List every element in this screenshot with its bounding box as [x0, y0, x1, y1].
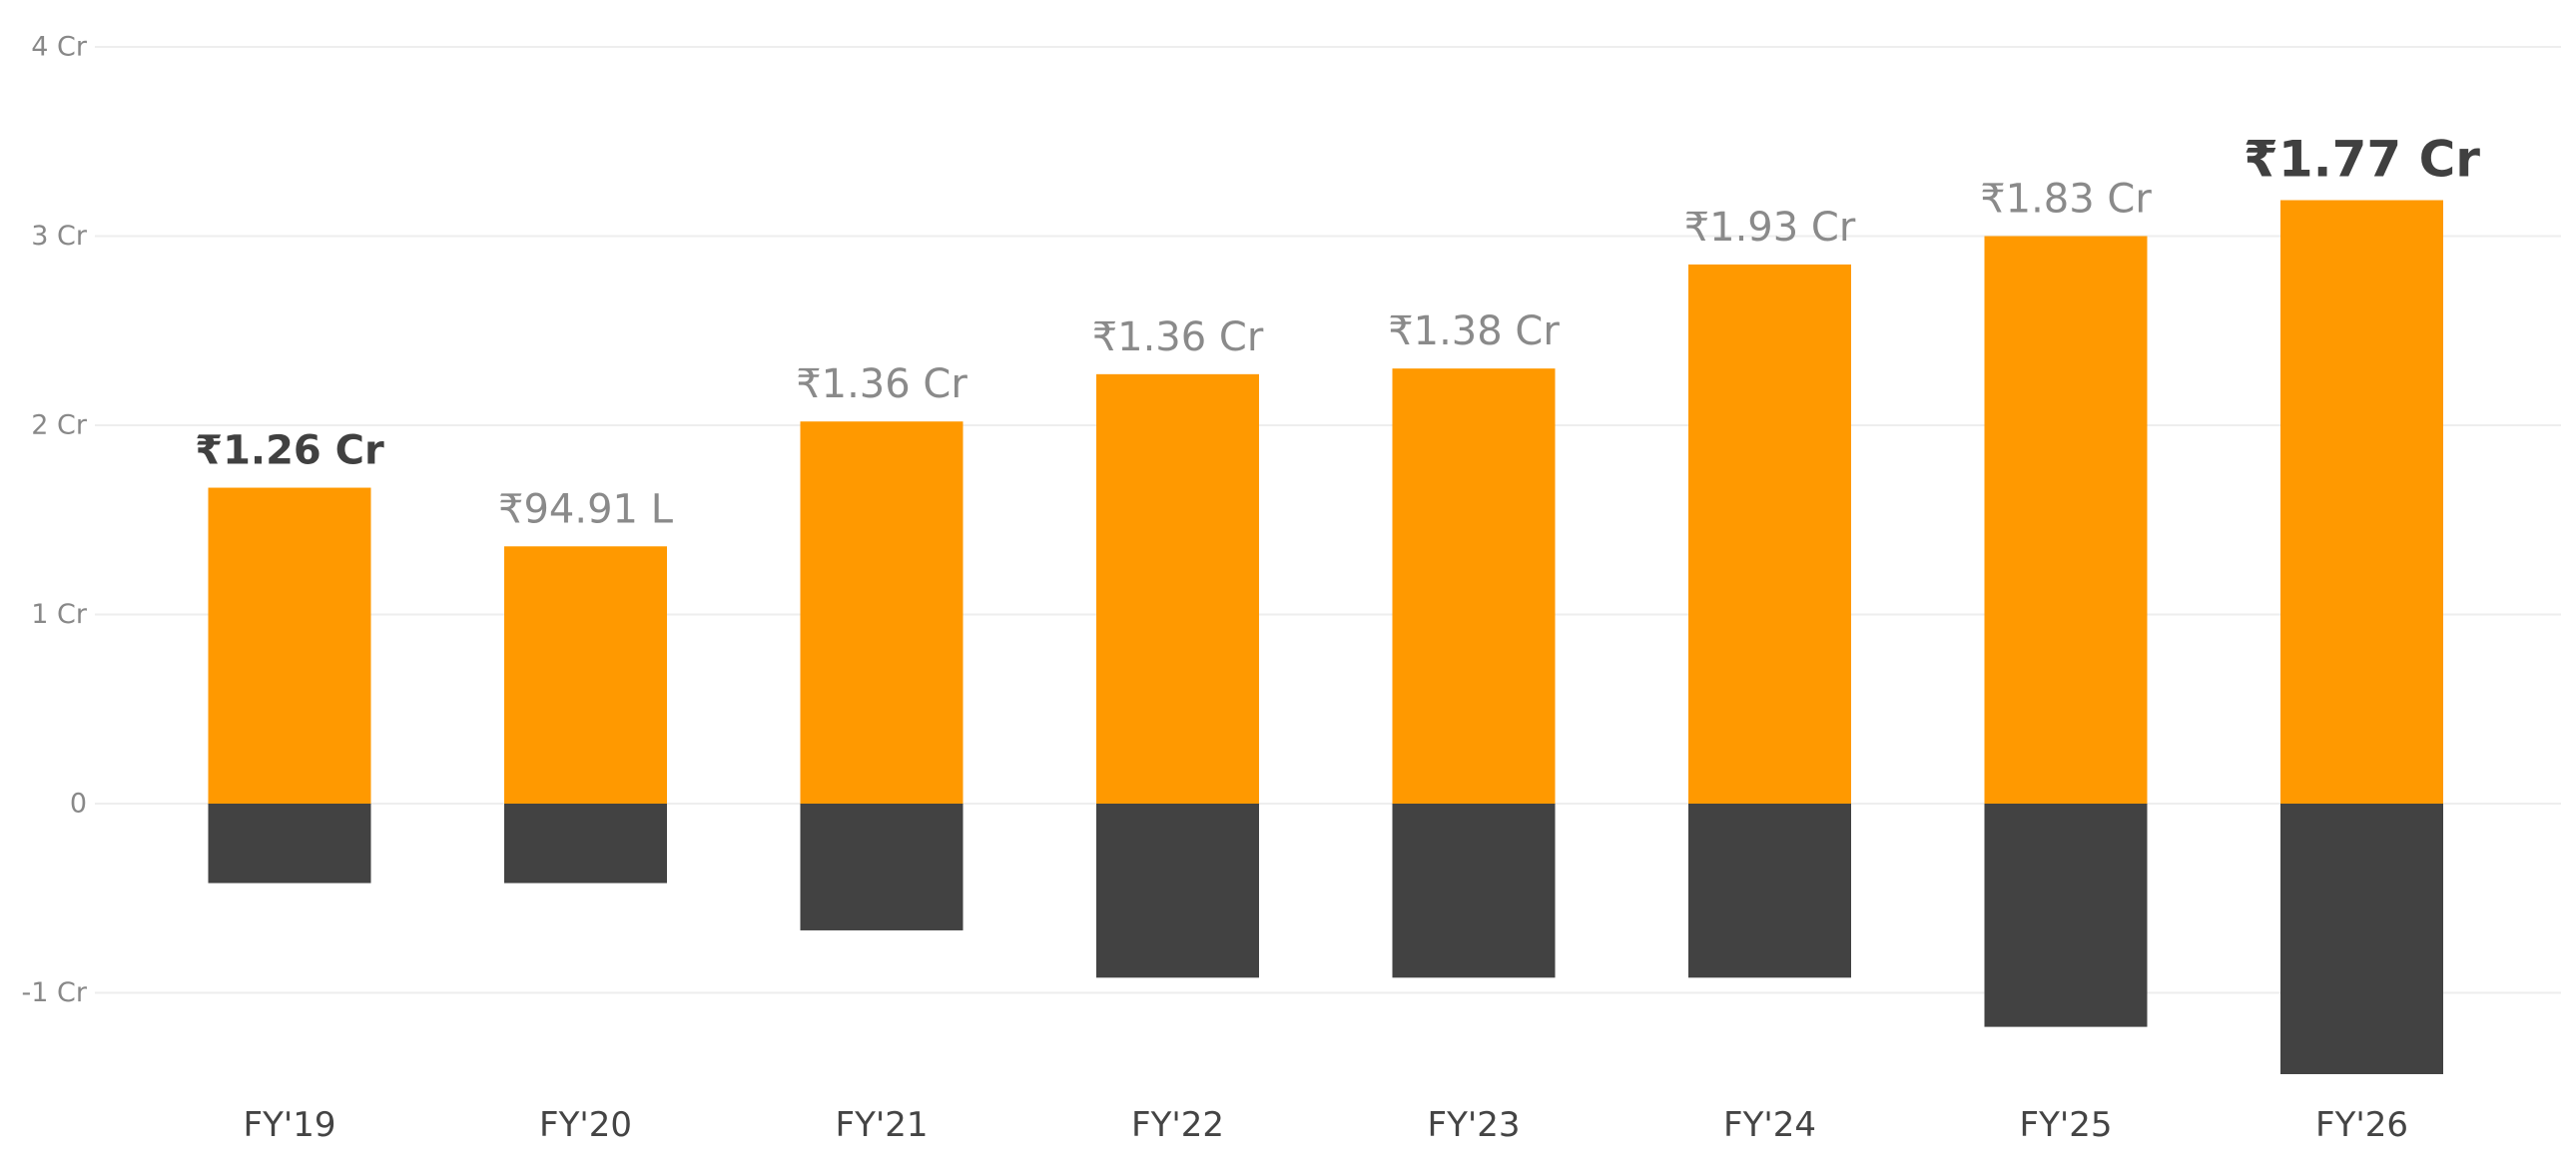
x-tick-label: FY'26 — [2315, 1105, 2408, 1145]
grid-layer — [95, 46, 2561, 994]
bar-negative — [1096, 804, 1259, 978]
x-tick-label: FY'23 — [1428, 1105, 1521, 1145]
y-tick-label: 1 Cr — [31, 599, 88, 630]
data-label: ₹1.83 Cr — [1980, 177, 2152, 223]
bar-positive — [208, 487, 371, 804]
x-tick-label: FY'24 — [1723, 1105, 1816, 1145]
bar-positive — [800, 421, 964, 804]
bar-positive — [504, 546, 667, 804]
bar-layer — [208, 200, 2443, 1074]
data-label: ₹1.36 Cr — [796, 361, 967, 407]
y-tick-label: 0 — [70, 789, 87, 820]
bar-positive — [1096, 373, 1259, 804]
bar-positive — [2280, 200, 2443, 804]
bar-negative — [1392, 804, 1556, 978]
x-tick-label: FY'19 — [244, 1105, 336, 1145]
data-label: ₹1.93 Cr — [1684, 205, 1856, 251]
label-layer: 4 Cr 3 Cr 2 Cr 1 Cr 0 -1 Cr FY'19 ₹1.26 Cr FY'20… — [22, 32, 2481, 1146]
bar-negative — [1984, 804, 2148, 1027]
bar-negative — [2280, 804, 2443, 1074]
bar-positive — [1688, 264, 1851, 804]
bar-negative — [208, 804, 371, 883]
data-label: ₹1.26 Cr — [195, 428, 384, 474]
y-tick-label: -1 Cr — [22, 977, 88, 1008]
y-tick-label: 4 Cr — [31, 32, 88, 63]
bar-negative — [800, 804, 964, 930]
y-tick-label: 2 Cr — [31, 410, 88, 441]
data-label: ₹1.38 Cr — [1388, 308, 1560, 354]
data-label: ₹1.36 Cr — [1092, 314, 1264, 360]
y-tick-label: 3 Cr — [31, 221, 88, 252]
bar-negative — [1688, 804, 1851, 978]
bar-positive — [1984, 236, 2148, 804]
x-tick-label: FY'22 — [1131, 1105, 1224, 1145]
x-tick-label: FY'21 — [836, 1105, 929, 1145]
data-label: ₹1.77 Cr — [2244, 130, 2480, 188]
bar-negative — [504, 804, 667, 883]
x-tick-label: FY'20 — [539, 1105, 632, 1145]
bar-positive — [1392, 368, 1556, 804]
data-label: ₹94.91 L — [498, 486, 674, 532]
x-tick-label: FY'25 — [2020, 1105, 2113, 1145]
